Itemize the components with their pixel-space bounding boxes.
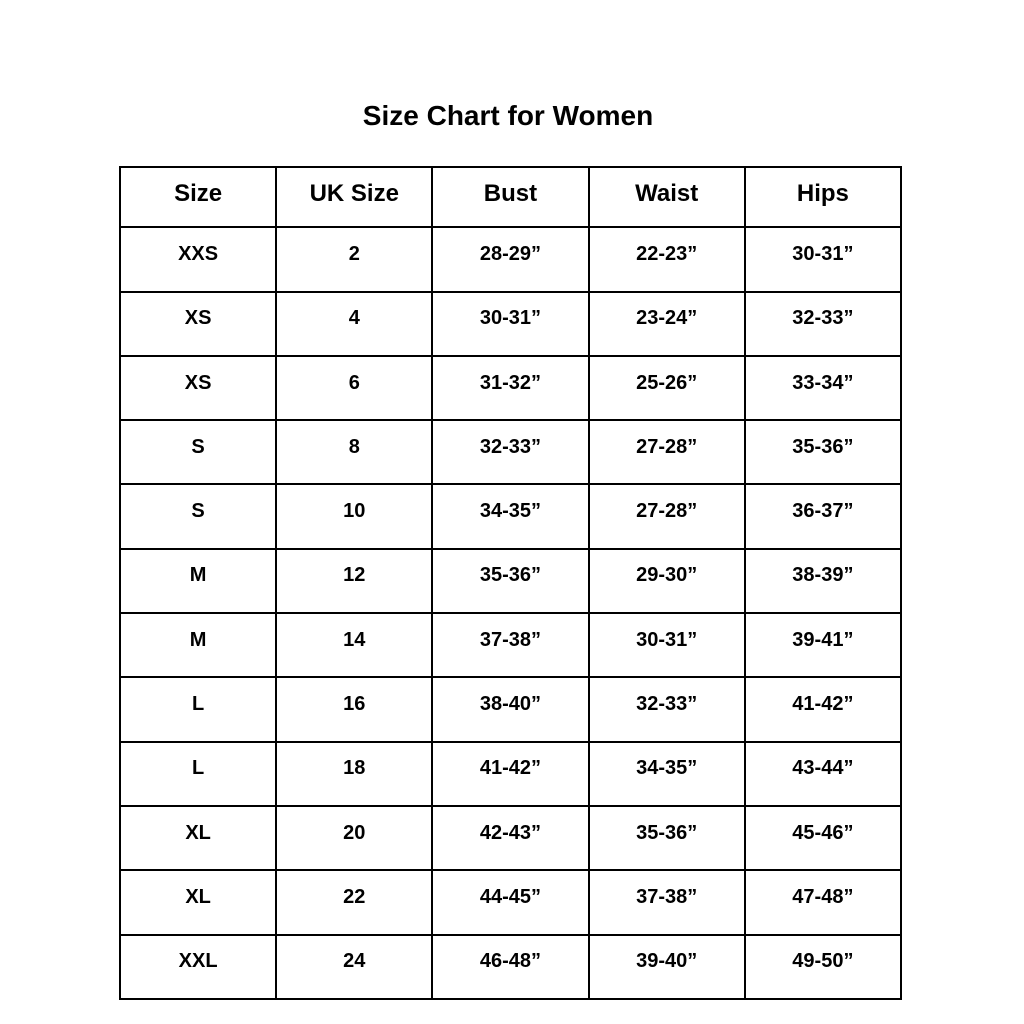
cell-size: XXL <box>118 933 278 1000</box>
cell-hips: 41-42” <box>743 676 903 743</box>
cell-uk-size: 14 <box>275 612 434 679</box>
cell-bust: 35-36” <box>431 547 590 615</box>
table-row: M 14 37-38” 30-31” 39-41” <box>118 612 903 679</box>
table-row: XS 6 31-32” 25-26” 33-34” <box>118 354 903 422</box>
cell-uk-size: 2 <box>275 226 434 293</box>
cell-uk-size: 6 <box>275 354 434 422</box>
cell-uk-size: 10 <box>275 483 434 550</box>
cell-size: L <box>118 740 278 807</box>
cell-waist: 35-36” <box>587 804 746 872</box>
cell-waist: 23-24” <box>587 290 746 357</box>
cell-waist: 32-33” <box>587 676 746 743</box>
cell-hips: 45-46” <box>743 804 903 872</box>
cell-bust: 32-33” <box>431 419 590 486</box>
cell-bust: 31-32” <box>431 354 590 422</box>
cell-uk-size: 12 <box>275 547 434 615</box>
cell-size: XS <box>118 354 278 422</box>
cell-size: XL <box>118 869 278 936</box>
cell-waist: 30-31” <box>587 612 746 679</box>
table-row: S 8 32-33” 27-28” 35-36” <box>118 419 903 486</box>
cell-hips: 43-44” <box>743 740 903 807</box>
cell-uk-size: 18 <box>275 740 434 807</box>
cell-bust: 30-31” <box>431 290 590 357</box>
table-row: XL 20 42-43” 35-36” 45-46” <box>118 804 903 872</box>
cell-bust: 38-40” <box>431 676 590 743</box>
cell-bust: 44-45” <box>431 869 590 936</box>
cell-size: XS <box>118 290 278 357</box>
cell-size: XL <box>118 804 278 872</box>
cell-waist: 27-28” <box>587 483 746 550</box>
cell-waist: 29-30” <box>587 547 746 615</box>
cell-uk-size: 22 <box>275 869 434 936</box>
cell-hips: 38-39” <box>743 547 903 615</box>
column-header-waist: Waist <box>587 165 746 229</box>
cell-bust: 28-29” <box>431 226 590 293</box>
cell-waist: 37-38” <box>587 869 746 936</box>
cell-uk-size: 24 <box>275 933 434 1000</box>
cell-size: S <box>118 419 278 486</box>
cell-uk-size: 4 <box>275 290 434 357</box>
cell-waist: 34-35” <box>587 740 746 807</box>
cell-hips: 32-33” <box>743 290 903 357</box>
cell-size: M <box>118 612 278 679</box>
cell-hips: 35-36” <box>743 419 903 486</box>
table-row: XXL 24 46-48” 39-40” 49-50” <box>118 933 903 1000</box>
cell-waist: 22-23” <box>587 226 746 293</box>
cell-hips: 39-41” <box>743 612 903 679</box>
cell-uk-size: 8 <box>275 419 434 486</box>
cell-uk-size: 20 <box>275 804 434 872</box>
table-row: XS 4 30-31” 23-24” 32-33” <box>118 290 903 357</box>
cell-waist: 39-40” <box>587 933 746 1000</box>
table-row: XXS 2 28-29” 22-23” 30-31” <box>118 226 903 293</box>
cell-bust: 42-43” <box>431 804 590 872</box>
table-header-row: Size UK Size Bust Waist Hips <box>118 165 903 229</box>
cell-bust: 46-48” <box>431 933 590 1000</box>
cell-hips: 36-37” <box>743 483 903 550</box>
cell-size: L <box>118 676 278 743</box>
column-header-uk-size: UK Size <box>275 165 434 229</box>
column-header-size: Size <box>118 165 278 229</box>
table-row: L 16 38-40” 32-33” 41-42” <box>118 676 903 743</box>
table-row: L 18 41-42” 34-35” 43-44” <box>118 740 903 807</box>
cell-size: M <box>118 547 278 615</box>
table-row: XL 22 44-45” 37-38” 47-48” <box>118 869 903 936</box>
cell-uk-size: 16 <box>275 676 434 743</box>
table-row: M 12 35-36” 29-30” 38-39” <box>118 547 903 615</box>
column-header-bust: Bust <box>431 165 590 229</box>
cell-size: S <box>118 483 278 550</box>
column-header-hips: Hips <box>743 165 903 229</box>
cell-bust: 37-38” <box>431 612 590 679</box>
cell-hips: 47-48” <box>743 869 903 936</box>
cell-waist: 27-28” <box>587 419 746 486</box>
table-row: S 10 34-35” 27-28” 36-37” <box>118 483 903 550</box>
size-chart-table: Size UK Size Bust Waist Hips XXS 2 28-29” 22-23… <box>118 165 903 1000</box>
cell-size: XXS <box>118 226 278 293</box>
cell-hips: 30-31” <box>743 226 903 293</box>
cell-hips: 49-50” <box>743 933 903 1000</box>
cell-bust: 41-42” <box>431 740 590 807</box>
cell-bust: 34-35” <box>431 483 590 550</box>
table-body: XXS 2 28-29” 22-23” 30-31” XS 4 30-31” 23-24” 32-… <box>118 226 903 1000</box>
cell-hips: 33-34” <box>743 354 903 422</box>
cell-waist: 25-26” <box>587 354 746 422</box>
page-title: Size Chart for Women <box>362 100 654 131</box>
